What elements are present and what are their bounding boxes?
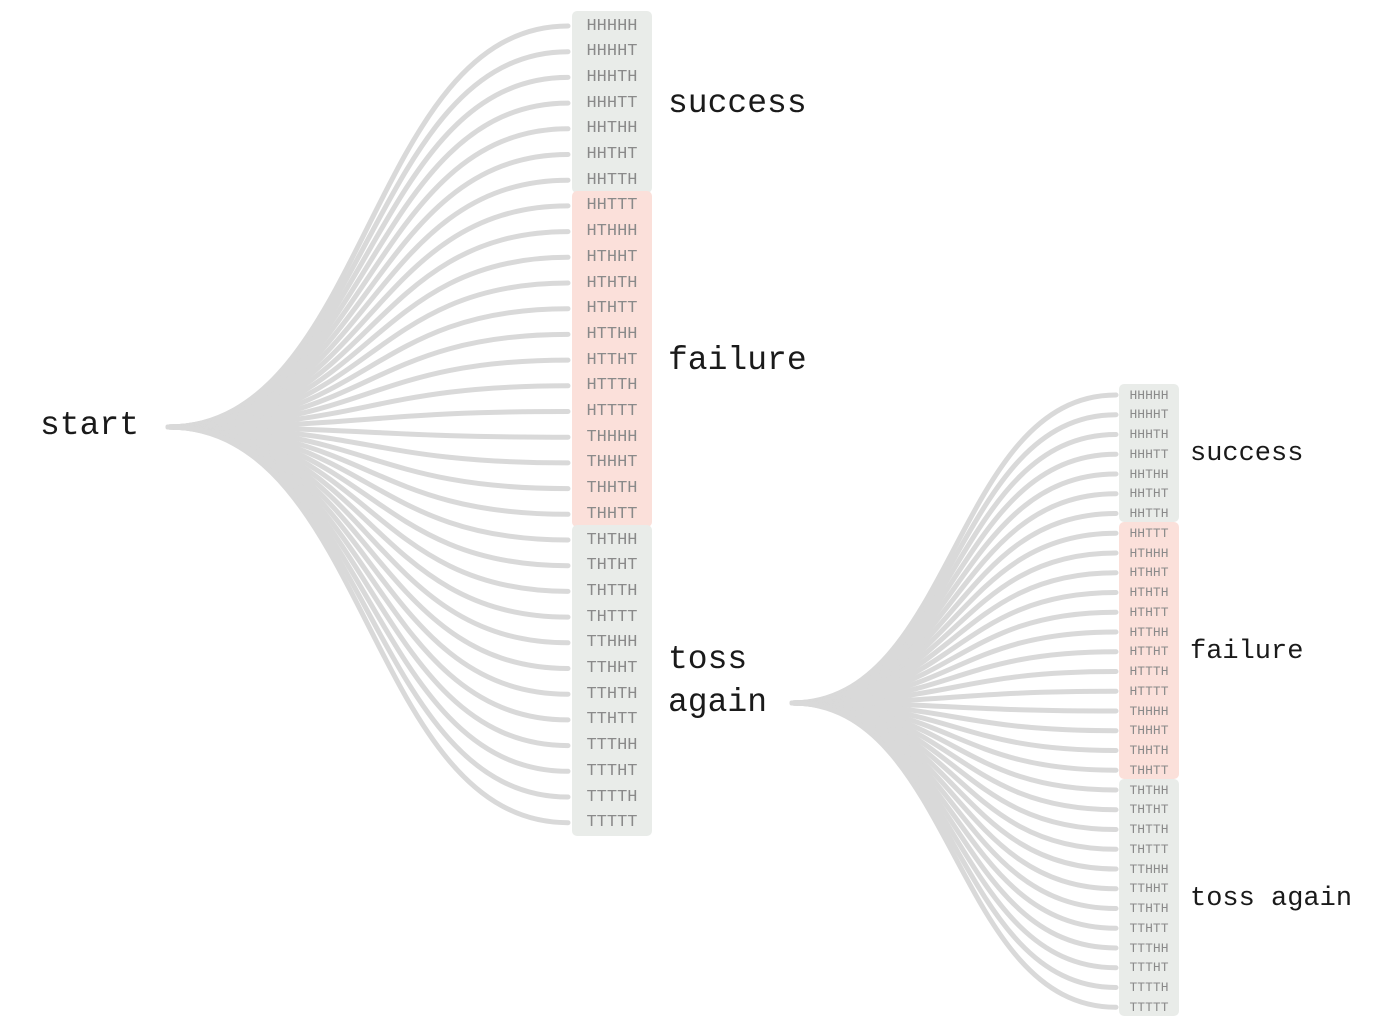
outcome-sequence: TTHHT [1129, 881, 1169, 897]
outcome-sequence: THHTT [586, 504, 638, 524]
outcome-sequence: HHHHH [586, 16, 638, 36]
outcome-sequence: HTTHT [586, 350, 638, 370]
outcome-sequence: THTHH [1129, 782, 1169, 798]
outcome-sequence: THHHH [1129, 703, 1169, 719]
outcome-sequence: HTHHH [586, 222, 638, 242]
outcome-sequence: THTTT [586, 607, 638, 627]
outcome-sequence: HTHTH [586, 273, 638, 293]
outcome-sequence: TTTHT [586, 761, 638, 781]
outcome-sequence: HHTTH [586, 170, 638, 190]
outcome-sequence: HTHHT [586, 247, 638, 267]
tree1-failure-group-box [572, 191, 652, 528]
outcome-sequence: HHTTT [1129, 525, 1169, 541]
outcome-sequence: HHHHT [1129, 407, 1169, 423]
outcome-sequence: HTTTT [586, 402, 638, 421]
outcome-sequence: THTHT [586, 556, 638, 576]
outcome-sequence: TTHTT [1129, 920, 1169, 936]
tree1-toss-again-group-box [572, 525, 652, 836]
outcome-sequence: HTTTT [1129, 683, 1169, 699]
outcome-sequence: HHHTT [1129, 446, 1169, 462]
tree2-toss-again-group-box [1119, 779, 1179, 1017]
outcome-sequence: HTHTT [1129, 604, 1169, 620]
outcome-sequence: HHTTH [1129, 506, 1169, 521]
outcome-sequence: TTTHH [1129, 940, 1169, 956]
outcome-sequence: HTTTH [1129, 664, 1169, 679]
outcome-sequence: THTTH [1129, 822, 1169, 837]
tree1-failure-label: failure [668, 341, 807, 379]
branch-line [165, 74, 571, 430]
outcome-sequence: TTHTH [1129, 901, 1169, 916]
outcome-sequence: HTTHH [586, 324, 638, 344]
tree2-success-group-box [1119, 384, 1179, 523]
outcome-sequence: THHTT [1129, 762, 1169, 778]
outcome-sequence: HHHHT [586, 42, 638, 62]
tree2-toss-again-label: toss again [1190, 883, 1353, 914]
outcome-sequence: HHHTT [586, 93, 638, 113]
branch-line [789, 700, 1119, 971]
outcome-sequence: HTHTH [1129, 585, 1169, 600]
outcome-sequence: HTTTH [586, 376, 638, 396]
outcome-sequence: HTTHT [1129, 644, 1169, 660]
outcome-sequence: TTHHT [586, 659, 638, 678]
outcome-sequence: TTHTT [586, 710, 638, 730]
outcome-sequence: HTHHT [1129, 565, 1169, 581]
branch-line [165, 424, 571, 774]
outcome-sequence: THHTH [586, 479, 638, 499]
outcome-sequence: HTHHH [1129, 545, 1169, 561]
branch-line [789, 432, 1119, 706]
branch-line [165, 177, 571, 430]
outcome-sequence: THHHT [586, 453, 638, 473]
tree2-success-label: success [1190, 439, 1304, 470]
tree1-toss-again-label: toss again [668, 641, 768, 722]
outcome-sequence: HHHTH [586, 67, 638, 87]
tree2-failure-group-box [1119, 522, 1179, 780]
outcome-sequence: THHTH [1129, 743, 1169, 758]
tree2-failure-label: failure [1190, 636, 1304, 667]
outcome-sequence: THTHH [586, 530, 638, 550]
outcome-sequence: TTHHH [586, 633, 638, 653]
outcome-sequence: THHHT [1129, 723, 1169, 739]
outcome-sequence: TTHTH [586, 684, 638, 704]
outcome-sequence: THTTH [586, 581, 638, 601]
outcome-sequence: TTTTH [1129, 980, 1169, 995]
branch-line [165, 254, 571, 430]
outcome-sequence: TTTTT [1129, 999, 1169, 1015]
outcome-sequence: HTTHH [1129, 624, 1169, 640]
outcome-sequence: HHTHT [586, 145, 638, 164]
outcome-sequence: TTTTT [586, 813, 638, 833]
outcome-sequence: TTTHH [586, 736, 638, 756]
outcome-sequence: HHHTH [1129, 427, 1169, 442]
tree1-success-label: success [668, 84, 807, 122]
outcome-sequence: HHTTT [586, 196, 638, 216]
outcome-sequence: HHTHT [1129, 486, 1169, 502]
outcome-sequence: HHHHH [1129, 387, 1169, 403]
outcome-sequence: HHTHH [1129, 466, 1169, 482]
branch-line [789, 700, 1119, 1010]
branch-line [165, 424, 571, 826]
outcome-sequence: HTHTT [586, 299, 638, 319]
outcome-sequence: THTTT [1129, 841, 1169, 857]
outcome-sequence: HHTHH [586, 119, 638, 139]
tree1-success-group-box [572, 11, 652, 194]
outcome-sequence: THTHT [1129, 802, 1169, 818]
outcome-sequence: TTTTH [586, 787, 638, 807]
outcome-sequence: TTHHH [1129, 861, 1169, 877]
outcome-sequence: TTTHT [1129, 960, 1169, 976]
start-label: start [40, 407, 140, 444]
outcome-sequence: THHHH [586, 427, 638, 447]
